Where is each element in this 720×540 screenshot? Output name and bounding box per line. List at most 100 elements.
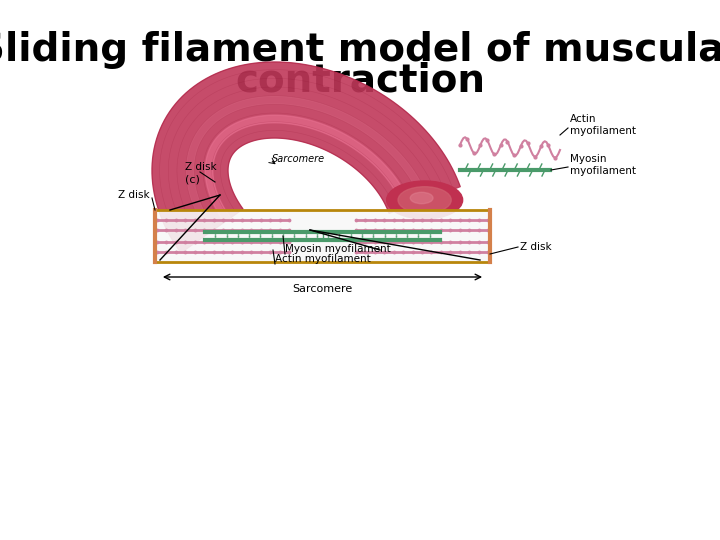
Point <box>227 248 238 256</box>
Point <box>161 226 172 234</box>
Ellipse shape <box>387 181 463 219</box>
Point <box>236 238 248 246</box>
Point <box>179 248 191 256</box>
Point <box>255 215 266 224</box>
Point <box>274 215 285 224</box>
Point <box>170 215 181 224</box>
Point <box>360 238 372 246</box>
Point <box>426 248 437 256</box>
Point <box>236 226 248 234</box>
Point <box>189 238 200 246</box>
Point <box>435 226 446 234</box>
Text: Actin
myofilament: Actin myofilament <box>570 114 636 136</box>
Polygon shape <box>152 62 460 253</box>
Point <box>482 248 494 256</box>
Point <box>227 226 238 234</box>
Point <box>151 226 163 234</box>
Point <box>360 248 372 256</box>
Point <box>495 141 506 150</box>
Point <box>208 226 220 234</box>
Point <box>473 215 485 224</box>
Point <box>435 248 446 256</box>
Point <box>151 215 163 224</box>
Point <box>379 238 390 246</box>
Point <box>444 215 456 224</box>
Point <box>255 226 266 234</box>
Point <box>227 238 238 246</box>
Point <box>161 215 172 224</box>
Point <box>170 238 181 246</box>
Text: Myosin myofilament: Myosin myofilament <box>285 244 391 254</box>
Point <box>482 226 494 234</box>
Text: Actin myofilament: Actin myofilament <box>275 254 371 264</box>
Point <box>536 141 547 150</box>
Point <box>264 238 276 246</box>
Point <box>468 148 480 157</box>
Point <box>350 215 361 224</box>
Point <box>255 248 266 256</box>
Point <box>217 226 229 234</box>
Point <box>426 238 437 246</box>
Point <box>464 226 475 234</box>
Point <box>461 134 472 143</box>
Point <box>444 226 456 234</box>
Text: contraction: contraction <box>235 61 485 99</box>
Point <box>502 137 513 146</box>
Point <box>283 226 294 234</box>
Point <box>454 215 465 224</box>
Polygon shape <box>186 96 428 233</box>
Point <box>473 248 485 256</box>
Point <box>388 248 400 256</box>
Point <box>473 238 485 246</box>
Point <box>360 226 372 234</box>
Point <box>199 248 210 256</box>
Point <box>379 215 390 224</box>
Point <box>369 238 381 246</box>
Point <box>236 215 248 224</box>
Point <box>227 215 238 224</box>
Point <box>283 238 294 246</box>
Ellipse shape <box>398 187 451 213</box>
Point <box>350 248 361 256</box>
Point <box>179 238 191 246</box>
Point <box>274 248 285 256</box>
Point <box>388 238 400 246</box>
Point <box>388 226 400 234</box>
Text: (c): (c) <box>185 175 200 185</box>
Point <box>435 215 446 224</box>
Point <box>464 238 475 246</box>
Point <box>488 150 500 159</box>
Point <box>435 238 446 246</box>
Point <box>264 226 276 234</box>
Point <box>369 226 381 234</box>
Point <box>179 226 191 234</box>
Point <box>397 226 409 234</box>
Point <box>522 139 534 147</box>
Point <box>161 248 172 256</box>
Point <box>246 248 257 256</box>
Polygon shape <box>205 115 410 222</box>
Point <box>508 151 520 160</box>
Point <box>283 215 294 224</box>
Point <box>350 226 361 234</box>
Point <box>407 226 418 234</box>
Text: Sarcomere: Sarcomere <box>292 284 353 294</box>
Point <box>542 140 554 149</box>
Point <box>454 248 465 256</box>
Point <box>397 215 409 224</box>
Point <box>179 215 191 224</box>
Point <box>199 226 210 234</box>
Point <box>388 215 400 224</box>
Point <box>217 238 229 246</box>
Point <box>246 215 257 224</box>
Point <box>369 248 381 256</box>
Point <box>255 238 266 246</box>
Point <box>189 248 200 256</box>
Point <box>199 238 210 246</box>
Point <box>274 238 285 246</box>
Point <box>416 248 428 256</box>
Point <box>360 215 372 224</box>
Point <box>516 141 527 150</box>
Text: Sarcomere: Sarcomere <box>272 154 325 164</box>
Point <box>426 215 437 224</box>
